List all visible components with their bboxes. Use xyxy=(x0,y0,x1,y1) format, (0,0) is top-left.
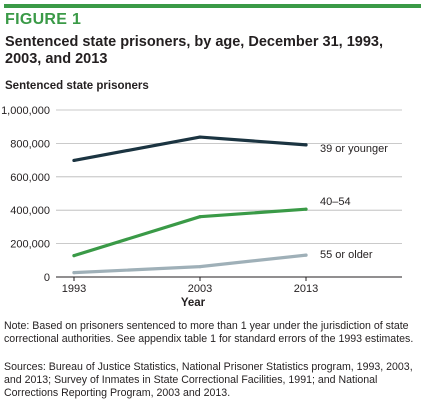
series-label: 55 or older xyxy=(320,249,373,261)
series-line xyxy=(72,253,308,275)
y-tick-label: 400,000 xyxy=(10,205,50,217)
y-tick-label: 200,000 xyxy=(10,239,50,251)
data-point xyxy=(304,143,308,147)
data-point xyxy=(304,207,308,211)
series-line xyxy=(72,207,308,258)
data-point xyxy=(198,265,202,269)
x-tick-label: 1993 xyxy=(62,283,86,295)
top-accent-rule xyxy=(4,4,421,8)
data-point xyxy=(198,215,202,219)
y-tick-label: 600,000 xyxy=(10,172,50,184)
y-tick-label: 0 xyxy=(44,272,50,284)
data-point xyxy=(304,253,308,257)
x-tick-label: 2003 xyxy=(188,283,212,295)
y-axis-label: Sentenced state prisoners xyxy=(5,80,149,92)
x-tick-label: 2013 xyxy=(294,283,318,295)
series-label: 40–54 xyxy=(320,196,351,208)
data-point xyxy=(72,254,76,258)
data-point xyxy=(198,135,202,139)
data-point xyxy=(72,271,76,275)
figure-label: FIGURE 1 xyxy=(5,11,82,28)
line-chart: Sentenced state prisoners 0 200,000 400,000… xyxy=(1,80,402,309)
series-label: 39 or younger xyxy=(320,143,388,155)
chart-note: Note: Based on prisoners sentenced to mo… xyxy=(4,320,414,346)
figure-title: Sentenced state prisoners, by age, Decem… xyxy=(5,34,383,67)
data-point xyxy=(72,158,76,163)
chart-sources: Sources: Bureau of Justice Statistics, N… xyxy=(4,361,413,400)
x-axis-label: Year xyxy=(181,297,206,309)
y-tick-label: 800,000 xyxy=(10,138,50,150)
y-tick-label: 1,000,000 xyxy=(1,105,50,117)
series-line xyxy=(72,135,308,163)
